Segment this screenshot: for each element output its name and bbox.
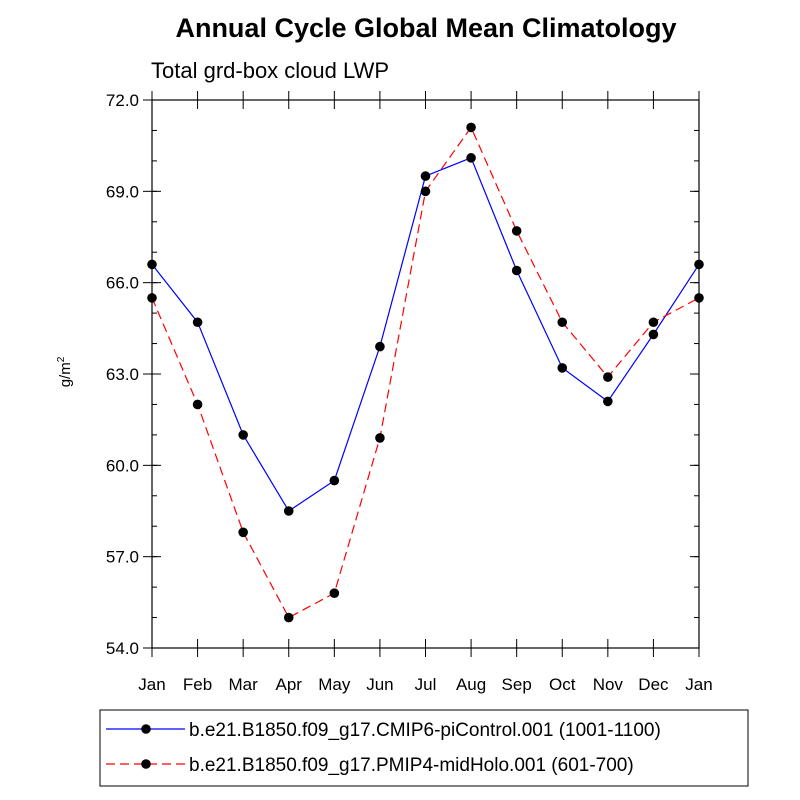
x-tick-label: Dec [638,675,669,694]
series-1-point [420,171,431,181]
legend-label-2: b.e21.B1850.f09_g17.PMIP4-midHolo.001 (6… [189,755,634,776]
series-2-point [329,588,340,598]
x-tick-label: Mar [229,675,259,694]
series-2-point [238,527,248,538]
legend-label-1: b.e21.B1850.f09_g17.CMIP6-piControl.001 … [189,720,661,741]
x-tick-label: May [318,675,351,694]
y-axis-label: g/m2 [56,356,74,387]
series-2-point [648,317,659,328]
x-tick-label: Sep [502,675,532,694]
series-1-point [648,329,659,340]
series-2-point [420,186,431,197]
x-tick-label: Oct [549,675,576,694]
series-2-point [375,433,385,443]
y-tick-label: 66.0 [106,274,139,293]
series-2-point [466,122,476,133]
series-2-point [603,372,613,382]
y-axis-label-base: g/m [57,362,74,387]
y-tick-label: 72.0 [106,91,139,110]
series-1-point [283,506,294,516]
chart-subtitle: Total grd-box cloud LWP [151,58,389,83]
series-2-point [147,293,157,303]
series-1-point [694,259,704,270]
series-2-point [694,293,704,303]
series-1-point [603,396,613,407]
legend-box [99,709,749,787]
x-tick-label: Feb [183,675,212,694]
y-tick-label: 69.0 [106,182,139,201]
series-1-point [511,265,522,276]
legend-marker-2 [141,759,151,769]
legend: b.e21.B1850.f09_g17.CMIP6-piControl.001 … [99,709,749,787]
series-2-point [283,612,294,623]
series-1-point [147,259,157,270]
legend-marker-1 [141,724,151,734]
series-1-point [192,317,203,328]
x-tick-label: Aug [456,675,486,694]
plot-area: 54.0 57.0 60.0 63.0 66.0 69.0 72.0 Jan Feb Mar Apr… [106,91,713,694]
x-tick-label: Jun [366,675,393,694]
series-2-point [557,317,568,328]
x-tick-label: Jan [685,675,712,694]
series-1-point [238,430,248,440]
series-1-point [375,341,385,352]
y-tick-label: 63.0 [106,365,139,384]
y-tick-label: 54.0 [106,639,139,658]
x-tick-label: Nov [593,675,624,694]
chart-title: Annual Cycle Global Mean Climatology [175,13,676,43]
x-tick-label: Jan [138,675,165,694]
x-tick-label: Apr [276,675,303,694]
series-line-2 [151,126,700,619]
x-tick-label: Jul [415,675,437,694]
plot-frame [151,99,700,649]
y-axis-label-superscript: 2 [56,356,67,362]
series-2-point [192,399,203,410]
y-tick-label: 57.0 [106,548,139,567]
series-1-point [557,363,568,373]
y-tick-label: 60.0 [106,456,139,475]
series-line-1 [151,157,700,512]
series-1-point [466,153,476,163]
series-1-point [329,475,340,486]
series-2-point [511,226,522,236]
